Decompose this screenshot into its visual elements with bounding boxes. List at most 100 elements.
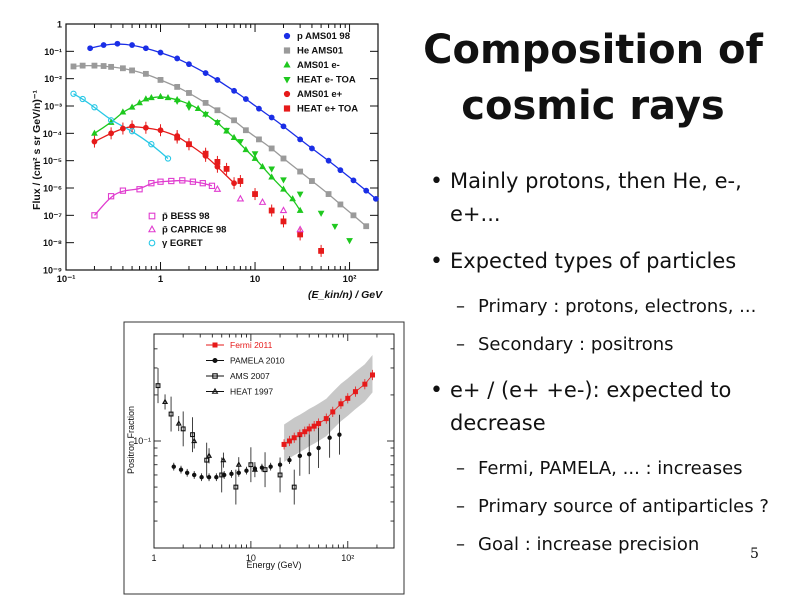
flux-y-tick-label: 10⁻³ [44, 102, 62, 112]
flux-data-point [214, 159, 221, 165]
flux-data-point [108, 130, 114, 137]
positron-data-point [345, 395, 351, 401]
flux-data-point [199, 180, 206, 187]
flux-data-point [120, 125, 126, 132]
flux-data-point [325, 191, 332, 197]
flux-data-point [142, 45, 149, 52]
positron-data-point [229, 471, 234, 477]
positron-data-point [297, 453, 303, 459]
flux-data-point [174, 83, 181, 90]
positron-data-point [307, 451, 312, 457]
flux-data-point [268, 207, 275, 214]
positron-data-point [316, 421, 322, 427]
positron-data-point [162, 398, 169, 404]
positron-y-tick-label: 10⁻¹ [133, 436, 151, 446]
flux-data-point [185, 104, 193, 111]
flux-data-point [142, 95, 150, 102]
flux-data-point [325, 157, 332, 164]
flux-data-point [242, 127, 249, 134]
flux-data-point [91, 212, 98, 219]
flux-data-point [242, 146, 250, 153]
flux-data-point [129, 67, 135, 74]
positron-data-point [214, 475, 219, 480]
positron-data-point [248, 462, 254, 468]
flux-data-point [223, 165, 230, 172]
flux-data-point [148, 180, 155, 187]
flux-data-point [297, 231, 304, 238]
positron-data-point [311, 423, 317, 429]
flux-data-point [242, 96, 249, 102]
flux-data-point [70, 90, 77, 97]
sub-bullet-secondary: Secondary : positrons [428, 330, 798, 360]
flux-data-point [136, 186, 143, 193]
flux-data-point [119, 108, 127, 115]
flux-data-point [236, 194, 245, 202]
positron-fraction-chart: 1 10 10² 10⁻¹ Fermi 2011 PAMELA 2010 AMS 2007… [118, 318, 408, 600]
flux-data-point [179, 177, 186, 184]
positron-data-point [306, 426, 312, 432]
flux-legend-marker [283, 47, 291, 54]
flux-x-tick-label: 10² [343, 274, 357, 285]
flux-x-tick-label: 10⁻¹ [57, 274, 76, 285]
flux-data-point [136, 99, 143, 106]
positron-data-point [362, 381, 368, 387]
positron-legend-label: PAMELA 2010 [230, 356, 285, 366]
positron-data-point [235, 461, 242, 467]
flux-x-tick-label: 1 [158, 274, 164, 285]
flux-legend-label: HEAT e+ TOA [297, 104, 358, 115]
flux-data-point [237, 139, 244, 146]
positron-data-point [316, 445, 321, 451]
flux-y-axis-label: Flux / (cm² s sr GeV/n)⁻¹ [31, 90, 43, 210]
positron-legend-label: AMS 2007 [230, 371, 270, 381]
flux-data-point [296, 206, 304, 213]
positron-data-point [268, 464, 273, 469]
flux-data-point [318, 247, 324, 254]
flux-data-point [297, 168, 304, 175]
flux-legend-marker [283, 105, 291, 112]
flux-y-tick-label: 10⁻⁹ [43, 266, 62, 276]
slide-title: Composition of cosmic rays [418, 22, 768, 134]
flux-legend-label: p AMS01 98 [297, 31, 350, 42]
flux-data-point [202, 99, 209, 106]
flux-data-point [309, 178, 315, 184]
bullet-list: Mainly protons, then He, e-, e+... Expec… [428, 165, 798, 568]
bullet-positron-fraction: e+ / (e+ +e-): expected to decrease [428, 374, 798, 440]
flux-data-point [120, 65, 126, 72]
flux-data-point [91, 138, 98, 145]
flux-data-point [296, 191, 304, 198]
flux-data-point [251, 151, 259, 158]
positron-legend-label: HEAT 1997 [230, 387, 273, 397]
positron-data-point [291, 484, 297, 490]
flux-data-point [213, 184, 222, 192]
flux-legend-label: He AMS01 [297, 46, 344, 57]
positron-data-point [204, 457, 210, 463]
positron-data-point [171, 464, 176, 469]
positron-legend-label: Fermi 2011 [230, 340, 273, 350]
flux-y-tick-label: 1 [57, 20, 62, 30]
flux-data-point [309, 145, 315, 152]
flux-data-point [280, 123, 287, 130]
positron-data-point [219, 472, 225, 478]
flux-data-point [164, 94, 172, 101]
flux-data-point [259, 162, 266, 170]
flux-data-point [202, 150, 209, 157]
positron-data-point [370, 372, 376, 378]
cosmic-ray-flux-chart: 10⁻¹ 1 10 10² 1 10⁻¹ 10⁻² 10⁻³ 10⁻⁴ 10⁻⁵ 10⁻⁶ 10⁻⁷ 1… [0, 0, 392, 310]
flux-data-point [363, 187, 370, 194]
flux-data-point [346, 238, 353, 245]
flux-data-point [107, 117, 115, 124]
flux-data-point [280, 218, 287, 225]
sub-bullet-fermi-pamela: Fermi, PAMELA, ... : increases [428, 454, 798, 484]
sub-bullet-primary-source: Primary source of antiparticles ? [428, 492, 798, 522]
flux-data-point [223, 127, 230, 134]
positron-data-point [221, 472, 227, 478]
positron-data-point [233, 484, 239, 490]
flux-legend-marker [148, 212, 156, 220]
flux-data-point [230, 133, 238, 140]
flux-data-point [350, 177, 357, 184]
flux-data-point [337, 167, 344, 174]
flux-data-point [231, 180, 237, 187]
flux-data-point [128, 103, 136, 110]
flux-data-point [208, 182, 216, 189]
flux-data-point [280, 177, 287, 184]
